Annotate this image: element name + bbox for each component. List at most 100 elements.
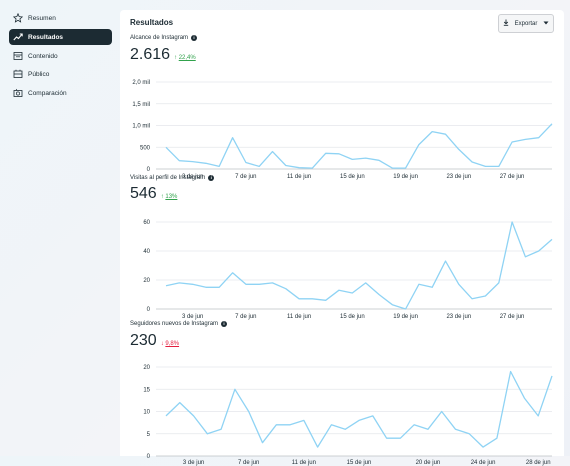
data-point[interactable] bbox=[484, 165, 487, 168]
data-point[interactable] bbox=[468, 432, 471, 435]
data-point[interactable] bbox=[298, 166, 301, 169]
data-point[interactable] bbox=[509, 370, 512, 373]
data-point[interactable] bbox=[431, 130, 434, 133]
data-point[interactable] bbox=[377, 293, 380, 296]
data-point[interactable] bbox=[289, 423, 292, 426]
data-point[interactable] bbox=[284, 164, 287, 167]
sidebar-item-contenido[interactable]: Contenido bbox=[9, 48, 112, 64]
data-point[interactable] bbox=[233, 388, 236, 391]
data-point[interactable] bbox=[444, 133, 447, 136]
data-point[interactable] bbox=[495, 437, 498, 440]
data-point[interactable] bbox=[191, 283, 194, 286]
data-point[interactable] bbox=[364, 281, 367, 284]
data-point[interactable] bbox=[178, 159, 181, 162]
data-point[interactable] bbox=[523, 397, 526, 400]
sidebar-item-resultados[interactable]: Resultados bbox=[9, 29, 112, 45]
data-point[interactable] bbox=[440, 410, 443, 413]
series-line bbox=[165, 370, 553, 448]
export-button[interactable]: Exportar bbox=[498, 14, 554, 33]
data-point[interactable] bbox=[206, 432, 209, 435]
data-point[interactable] bbox=[551, 238, 554, 241]
sidebar-item-comparacion[interactable]: Comparación bbox=[9, 85, 112, 101]
data-point[interactable] bbox=[275, 423, 278, 426]
data-point[interactable] bbox=[271, 281, 274, 284]
data-point[interactable] bbox=[218, 286, 221, 289]
data-point[interactable] bbox=[204, 162, 207, 165]
data-point[interactable] bbox=[165, 146, 168, 149]
data-point[interactable] bbox=[244, 161, 247, 164]
sidebar-item-resumen[interactable]: Resumen bbox=[9, 10, 112, 26]
data-point[interactable] bbox=[204, 286, 207, 289]
data-point[interactable] bbox=[316, 446, 319, 449]
info-icon[interactable]: i bbox=[208, 175, 215, 181]
data-point[interactable] bbox=[218, 165, 221, 168]
data-point[interactable] bbox=[471, 161, 474, 164]
data-point[interactable] bbox=[271, 150, 274, 153]
data-point[interactable] bbox=[471, 297, 474, 300]
data-point[interactable] bbox=[351, 292, 354, 295]
data-point[interactable] bbox=[497, 165, 500, 168]
data-point[interactable] bbox=[302, 419, 305, 422]
data-point[interactable] bbox=[551, 122, 554, 125]
data-point[interactable] bbox=[191, 160, 194, 163]
data-point[interactable] bbox=[537, 136, 540, 139]
data-point[interactable] bbox=[324, 299, 327, 302]
data-point[interactable] bbox=[231, 136, 234, 139]
data-point[interactable] bbox=[484, 294, 487, 297]
data-point[interactable] bbox=[454, 428, 457, 431]
data-point[interactable] bbox=[537, 250, 540, 253]
data-point[interactable] bbox=[258, 165, 261, 168]
info-icon[interactable]: i bbox=[191, 35, 198, 41]
data-point[interactable] bbox=[165, 284, 168, 287]
sidebar-item-publico[interactable]: Público bbox=[9, 66, 112, 82]
data-point[interactable] bbox=[413, 423, 416, 426]
data-point[interactable] bbox=[404, 308, 407, 311]
data-point[interactable] bbox=[417, 143, 420, 146]
data-point[interactable] bbox=[377, 159, 380, 162]
info-icon[interactable]: i bbox=[221, 321, 228, 327]
data-point[interactable] bbox=[551, 374, 554, 377]
data-point[interactable] bbox=[247, 410, 250, 413]
data-point[interactable] bbox=[178, 281, 181, 284]
data-point[interactable] bbox=[178, 401, 181, 404]
data-point[interactable] bbox=[457, 283, 460, 286]
data-point[interactable] bbox=[511, 141, 514, 144]
arrow-down-icon: ↓ bbox=[160, 341, 164, 347]
data-point[interactable] bbox=[391, 303, 394, 306]
data-point[interactable] bbox=[165, 414, 168, 417]
data-point[interactable] bbox=[404, 167, 407, 170]
data-point[interactable] bbox=[338, 152, 341, 155]
data-point[interactable] bbox=[298, 297, 301, 300]
data-point[interactable] bbox=[497, 281, 500, 284]
data-point[interactable] bbox=[399, 437, 402, 440]
data-point[interactable] bbox=[338, 289, 341, 292]
data-point[interactable] bbox=[417, 283, 420, 286]
data-point[interactable] bbox=[358, 419, 361, 422]
data-point[interactable] bbox=[351, 158, 354, 161]
data-point[interactable] bbox=[244, 283, 247, 286]
data-point[interactable] bbox=[192, 414, 195, 417]
data-point[interactable] bbox=[444, 260, 447, 263]
data-point[interactable] bbox=[364, 157, 367, 160]
data-point[interactable] bbox=[371, 414, 374, 417]
data-point[interactable] bbox=[511, 221, 514, 224]
data-point[interactable] bbox=[284, 287, 287, 290]
data-point[interactable] bbox=[261, 441, 264, 444]
data-point[interactable] bbox=[537, 414, 540, 417]
data-point[interactable] bbox=[311, 297, 314, 300]
data-point[interactable] bbox=[524, 138, 527, 141]
data-point[interactable] bbox=[524, 255, 527, 258]
data-point[interactable] bbox=[258, 283, 261, 286]
data-point[interactable] bbox=[426, 428, 429, 431]
data-point[interactable] bbox=[457, 148, 460, 151]
data-point[interactable] bbox=[324, 152, 327, 155]
data-point[interactable] bbox=[385, 437, 388, 440]
data-point[interactable] bbox=[231, 271, 234, 274]
data-point[interactable] bbox=[431, 286, 434, 289]
data-point[interactable] bbox=[344, 428, 347, 431]
data-point[interactable] bbox=[330, 423, 333, 426]
data-point[interactable] bbox=[482, 446, 485, 449]
data-point[interactable] bbox=[311, 167, 314, 170]
data-point[interactable] bbox=[220, 428, 223, 431]
data-point[interactable] bbox=[391, 167, 394, 170]
